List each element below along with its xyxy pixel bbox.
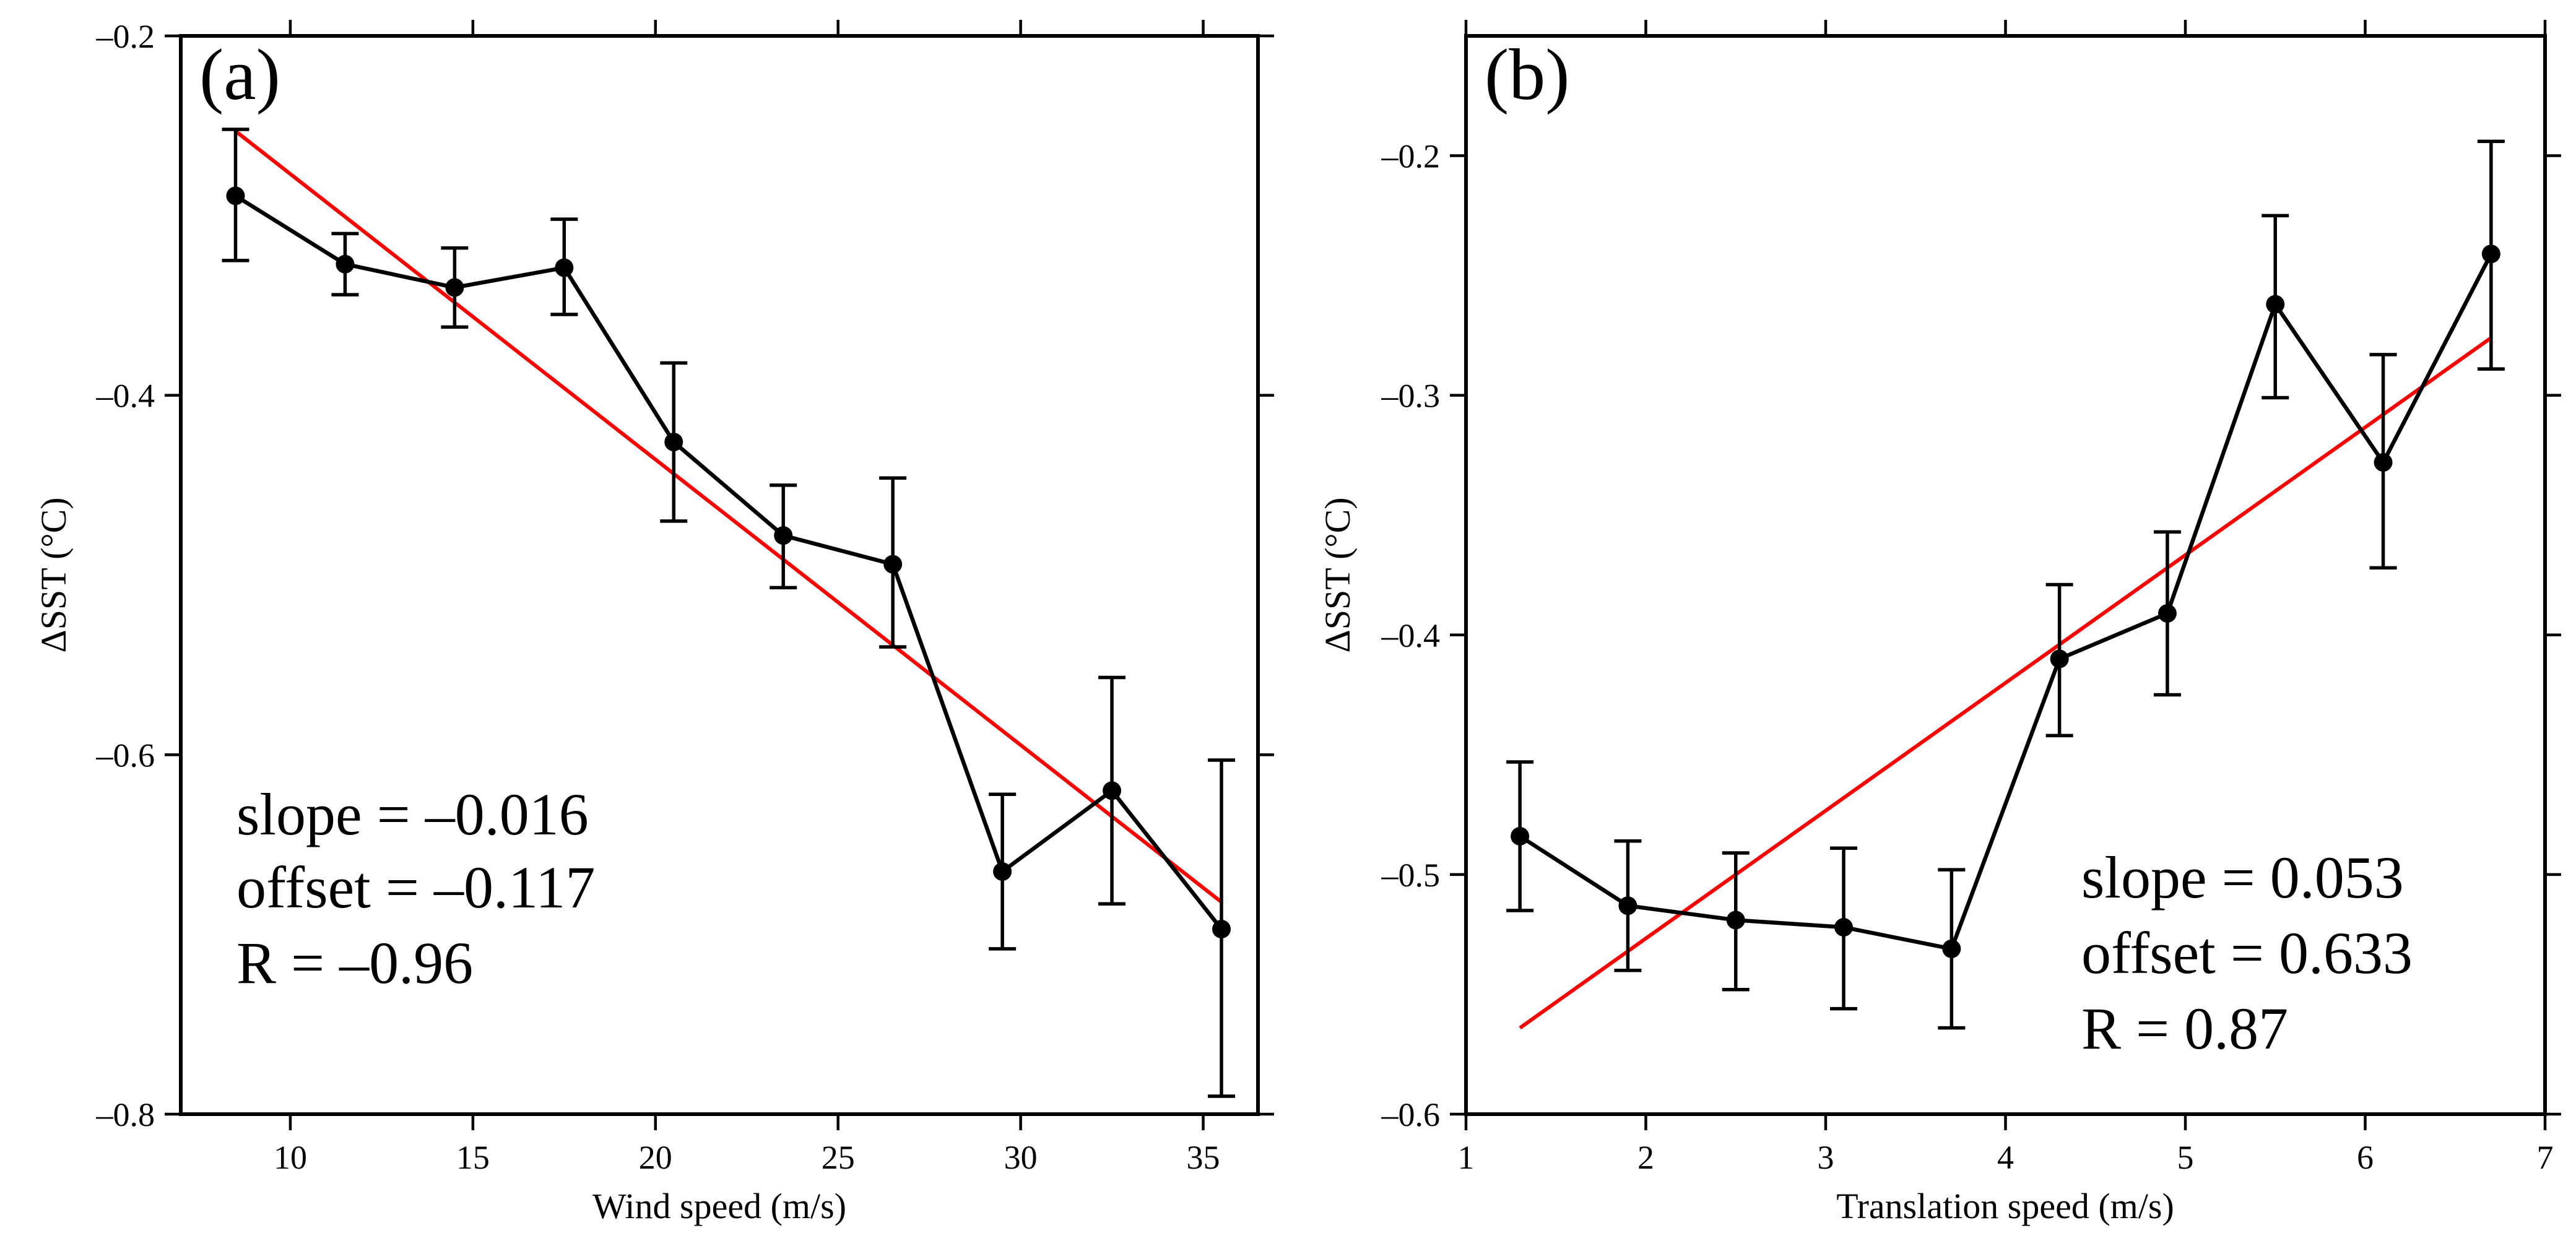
panel-b-data-point: [2481, 244, 2500, 264]
panel-a-frame: [179, 34, 1260, 1116]
panel-b-x-tick-label: 1: [1458, 1139, 1475, 1176]
panel-a-fit-line-segment: [234, 129, 1223, 904]
panel-b-series-line: [1519, 253, 2493, 951]
panel-a-stat-slope: slope = –0.016: [236, 781, 589, 847]
panel-a-data-point: [883, 555, 903, 574]
panel-a-stat-r: R = –0.96: [236, 930, 473, 996]
panel-b-data-point: [1618, 896, 1637, 915]
panel-a-data-point: [336, 254, 355, 274]
panel-b-y-tick-label: –0.4: [1381, 617, 1441, 654]
panel-a-ticks: 10 15 20 25 30 35 –0.2 –0.4 –0.6 –0.8: [96, 18, 1274, 1176]
panel-a-data-point: [1103, 781, 1122, 800]
panel-a-data-series: [222, 128, 1236, 1098]
panel-a-y-axis-label: ΔSST (°C): [33, 497, 74, 652]
panel-b-x-tick-label: 7: [2537, 1139, 2554, 1176]
panel-a-data-point: [774, 526, 793, 545]
panel-a-y-tick-label: –0.6: [96, 737, 155, 774]
panel-b-translation-speed: 1 2 3 4 5 6 7 –0.2 –0.3 –0.4 –0.5 –0.6 (b) Translat…: [1317, 20, 2561, 1226]
panel-a-data-point: [1212, 919, 1231, 938]
panel-b-y-tick-label: –0.2: [1381, 138, 1441, 175]
panel-b-ticks: 1 2 3 4 5 6 7 –0.2 –0.3 –0.4 –0.5 –0.6: [1381, 20, 2561, 1176]
panel-a-x-tick-label: 20: [639, 1139, 672, 1176]
panel-b-y-tick-label: –0.3: [1381, 378, 1441, 415]
panel-b-y-axis-label: ΔSST (°C): [1317, 497, 1358, 652]
panel-a-x-tick-label: 10: [274, 1139, 307, 1176]
panel-a-y-tick-label: –0.8: [96, 1096, 155, 1133]
panel-b-data-point: [1511, 826, 1530, 846]
panel-a-stat-offset: offset = –0.117: [236, 854, 595, 920]
panel-a-x-axis-label: Wind speed (m/s): [592, 1186, 846, 1226]
panel-b-x-tick-label: 4: [1997, 1139, 2014, 1176]
panel-b-label: (b): [1485, 34, 1570, 115]
panel-b-data-point: [2158, 604, 2177, 623]
panel-a-stats: slope = –0.016 offset = –0.117 R = –0.96: [236, 781, 595, 996]
panel-b-data-point: [1834, 918, 1854, 937]
panel-b-x-tick-label: 5: [2177, 1139, 2194, 1176]
panel-b-data-point: [2050, 649, 2069, 668]
panel-a-wind-speed: 10 15 20 25 30 35 –0.2 –0.4 –0.6 –0.8 (a) Wind sp…: [33, 18, 1274, 1226]
panel-b-stat-offset: offset = 0.633: [2081, 920, 2413, 986]
panel-b-x-tick-label: 2: [1637, 1139, 1654, 1176]
panel-a-fit-line: [234, 129, 1223, 904]
panel-b-stat-r: R = 0.87: [2081, 995, 2288, 1062]
panel-a-y-tick-label: –0.4: [96, 378, 155, 415]
panel-a-x-tick-label: 35: [1187, 1139, 1220, 1176]
panel-b-x-tick-label: 6: [2357, 1139, 2374, 1176]
panel-a-data-point: [993, 862, 1012, 881]
panel-a-x-tick-label: 25: [822, 1139, 855, 1176]
panel-a-y-tick-label: –0.2: [96, 18, 155, 55]
panel-b-data-point: [2266, 295, 2285, 314]
panel-a-data-point: [664, 433, 683, 452]
panel-b-data-point: [1726, 911, 1745, 930]
panel-b-data-point: [2374, 453, 2393, 472]
panel-b-stat-slope: slope = 0.053: [2081, 844, 2404, 911]
panel-b-x-axis-label: Translation speed (m/s): [1836, 1186, 2174, 1226]
panel-b-data-series: [1506, 139, 2505, 1030]
panel-b-x-tick-label: 3: [1818, 1139, 1834, 1176]
panel-b-y-tick-label: –0.6: [1381, 1096, 1441, 1133]
panel-a-label: (a): [199, 34, 280, 115]
panel-b-y-tick-label: –0.5: [1381, 857, 1441, 894]
panel-a-data-point: [445, 278, 464, 297]
panel-a-data-point: [555, 258, 574, 277]
panel-a-x-tick-label: 30: [1004, 1139, 1038, 1176]
panel-a-x-tick-label: 15: [456, 1139, 490, 1176]
panel-b-stats: slope = 0.053 offset = 0.633 R = 0.87: [2081, 844, 2413, 1062]
panel-b-data-point: [1942, 939, 1961, 958]
panel-a-series-line: [234, 194, 1223, 930]
panel-a-data-point: [226, 186, 245, 206]
